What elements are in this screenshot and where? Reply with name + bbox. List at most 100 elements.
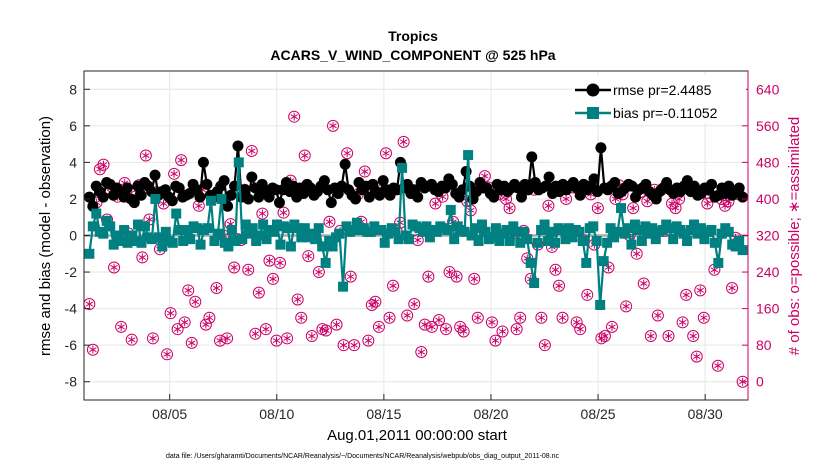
obs-marker: [574, 323, 587, 336]
bias-point: [254, 230, 265, 241]
right-tick-label: 640: [756, 81, 780, 97]
left-tick-label: -4: [65, 301, 78, 317]
obs-assimilated-star: [304, 253, 313, 259]
bias-point: [657, 225, 668, 236]
left-tick-label: 2: [69, 191, 77, 207]
obs-marker: [171, 323, 184, 336]
rmse-point: [412, 191, 424, 203]
left-tick-label: -8: [65, 374, 78, 390]
obs-assimilated-star: [481, 173, 489, 179]
obs-possible-circle: [697, 311, 710, 324]
obs-marker: [341, 147, 354, 160]
obs-marker: [136, 251, 149, 264]
obs-assimilated-star: [385, 315, 394, 321]
rmse-point: [737, 191, 749, 203]
obs-marker: [432, 314, 445, 327]
obs-assimilated-star: [601, 333, 609, 339]
obs-assimilated-star: [696, 287, 704, 293]
obs-assimilated-star: [512, 326, 521, 332]
obs-marker: [348, 339, 361, 352]
bias-point: [146, 234, 157, 245]
obs-marker: [694, 284, 707, 297]
obs-assimilated-star: [421, 322, 429, 328]
bias-point: [518, 226, 529, 237]
bias-point: [536, 225, 547, 236]
obs-marker: [369, 295, 382, 308]
bias-point: [167, 237, 178, 248]
bias-point: [133, 219, 144, 230]
obs-assimilated-star: [128, 337, 136, 343]
obs-possible-circle: [662, 330, 675, 343]
bias-point: [647, 223, 658, 234]
obs-marker: [422, 270, 435, 283]
obs-possible-circle: [259, 323, 272, 336]
obs-marker: [199, 318, 212, 331]
obs-marker: [697, 311, 710, 324]
obs-marker: [305, 330, 318, 343]
x-tick-label: 08/15: [366, 406, 401, 422]
bias-point: [404, 234, 415, 245]
obs-assimilated-star: [491, 338, 500, 344]
bias-point: [282, 223, 293, 234]
bias-point: [511, 226, 522, 237]
bias-point: [202, 223, 213, 234]
obs-assimilated-star: [276, 260, 284, 266]
obs-possible-circle: [86, 343, 99, 356]
obs-marker: [86, 343, 99, 356]
bias-point: [477, 219, 488, 230]
obs-possible-circle: [401, 309, 414, 322]
obs-possible-circle: [185, 336, 198, 349]
bias-point: [365, 226, 376, 237]
obs-marker: [485, 316, 498, 329]
bias-point: [240, 219, 251, 230]
bias-point: [119, 225, 130, 236]
bias-point: [101, 215, 112, 226]
obs-assimilated-star: [640, 281, 648, 286]
obs-possible-circle: [323, 215, 336, 228]
rmse-point: [263, 191, 275, 203]
bias-point: [122, 237, 133, 248]
obs-assimilated-star: [364, 338, 373, 344]
left-tick-label: 6: [69, 118, 77, 134]
obs-marker: [440, 323, 453, 336]
obs-assimilated-star: [142, 153, 150, 158]
bias-point: [379, 237, 390, 248]
bias-point: [605, 223, 616, 234]
bias-point: [629, 219, 640, 230]
left-tick-label: -6: [65, 337, 78, 353]
obs-possible-circle: [178, 316, 191, 329]
bias-point: [223, 241, 234, 252]
bias-point: [619, 228, 630, 239]
obs-assimilated-star: [498, 329, 507, 334]
left-axis-label: rmse and bias (model - observation): [37, 116, 54, 356]
obs-assimilated-star: [346, 274, 355, 280]
obs-possible-circle: [305, 330, 318, 343]
obs-possible-circle: [432, 314, 445, 327]
bias-point: [292, 223, 303, 234]
bias-point: [692, 228, 703, 239]
obs-possible-circle: [365, 298, 378, 311]
obs-marker: [185, 336, 198, 349]
obs-possible-circle: [249, 327, 262, 340]
obs-possible-circle: [397, 135, 410, 148]
obs-assimilated-star: [180, 319, 189, 325]
rmse-point: [733, 182, 745, 194]
bias-point: [463, 150, 474, 161]
obs-possible-circle: [450, 270, 463, 283]
obs-possible-circle: [408, 298, 421, 311]
bias-point: [466, 230, 477, 241]
obs-possible-circle: [503, 202, 516, 215]
obs-possible-circle: [210, 282, 223, 295]
obs-assimilated-star: [212, 285, 221, 291]
bias-point: [737, 245, 748, 256]
obs-possible-circle: [281, 332, 294, 345]
obs-marker: [245, 144, 258, 157]
rmse-point: [239, 184, 251, 196]
bias-point: [348, 225, 359, 236]
obs-possible-circle: [440, 323, 453, 336]
obs-possible-circle: [379, 147, 392, 160]
obs-possible-circle: [510, 323, 523, 336]
bias-point: [390, 226, 401, 237]
obs-assimilated-star: [689, 333, 697, 339]
bias-point: [612, 226, 623, 237]
